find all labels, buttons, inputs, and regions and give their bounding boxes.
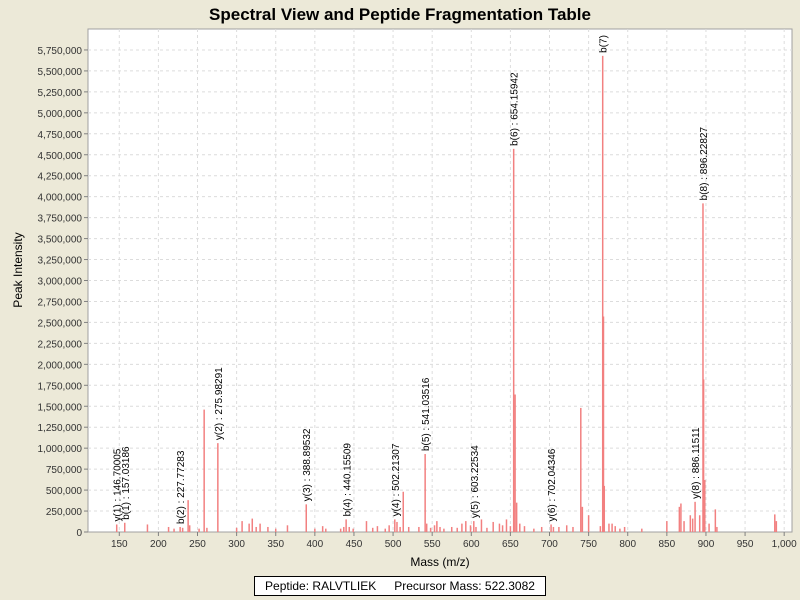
y-tick-label: 4,250,000 <box>38 172 83 183</box>
peaks-layer <box>115 55 778 532</box>
x-tick-label: 1,000 <box>772 539 797 550</box>
peak-annotation: b(8) : 896.22827 <box>699 127 710 201</box>
y-tick-label: 2,250,000 <box>38 339 83 350</box>
peak-annotation: y(2) : 275.98291 <box>214 367 225 440</box>
peak-annotation: y(8) : 886.11511 <box>691 427 702 499</box>
y-tick-label: 1,000,000 <box>38 444 83 455</box>
x-tick-label: 950 <box>737 539 754 550</box>
y-tick-label: 2,000,000 <box>38 360 83 371</box>
y-tick-label: 4,500,000 <box>38 151 83 162</box>
y-tick-label: 3,250,000 <box>38 256 83 267</box>
y-tick-label: 750,000 <box>46 465 83 476</box>
peak-annotation: y(3) : 388.89532 <box>302 428 313 501</box>
x-tick-label: 800 <box>619 539 636 550</box>
y-tick-label: 3,750,000 <box>38 214 83 225</box>
x-tick-label: 550 <box>424 539 441 550</box>
x-tick-label: 200 <box>150 539 167 550</box>
x-axis-label: Mass (m/z) <box>410 555 469 569</box>
x-tick-label: 750 <box>580 539 597 550</box>
x-tick-label: 400 <box>307 539 324 550</box>
y-tick-label: 5,750,000 <box>38 46 83 57</box>
y-tick-label: 500,000 <box>46 486 83 497</box>
plot-area <box>87 28 793 533</box>
y-tick-label: 4,750,000 <box>38 130 83 141</box>
peptide-label: Peptide: RALVTLIEK <box>265 579 377 593</box>
x-tick-label: 350 <box>267 539 284 550</box>
peak-annotation: b(4) : 440.15509 <box>342 443 353 517</box>
y-tick-label: 2,750,000 <box>38 297 83 308</box>
x-tick-label: 450 <box>346 539 363 550</box>
y-tick-label: 5,500,000 <box>38 67 83 78</box>
x-tick-label: 150 <box>111 539 128 550</box>
peak-annotation: b(6) : 654.15942 <box>510 72 521 146</box>
y-tick-label: 250,000 <box>46 507 83 518</box>
chart-title: Spectral View and Peptide Fragmentation … <box>209 5 591 24</box>
y-tick-label: 3,000,000 <box>38 277 83 288</box>
peak-annotation: b(1) : 157.03186 <box>121 446 132 520</box>
y-axis-label: Peak Intensity <box>11 232 25 307</box>
y-tick-label: 4,000,000 <box>38 193 83 204</box>
peak-annotation: b(2) : 227.77283 <box>176 450 187 524</box>
x-tick-label: 700 <box>541 539 558 550</box>
y-tick-label: 1,500,000 <box>38 402 83 413</box>
y-tick-label: 0 <box>76 528 82 539</box>
y-tick-label: 3,500,000 <box>38 235 83 246</box>
x-axis: 150 200 250 300 350 400 450 500 550 600 650 700 750 8… <box>111 532 797 550</box>
y-tick-label: 1,250,000 <box>38 423 83 434</box>
peak-annotation: y(5) : 603.22534 <box>470 445 481 518</box>
y-tick-label: 5,000,000 <box>38 109 83 120</box>
x-tick-label: 250 <box>189 539 206 550</box>
x-tick-label: 300 <box>228 539 245 550</box>
chart-legend: Peptide: RALVTLIEK Precursor Mass: 522.3… <box>254 576 546 596</box>
peak-annotation: b(7) <box>599 35 610 53</box>
y-tick-label: 2,500,000 <box>38 318 83 329</box>
y-tick-label: 5,250,000 <box>38 88 83 99</box>
peak-annotation: y(1) : 146.70005 <box>113 448 124 521</box>
peak-annotation: y(6) : 702.04346 <box>547 448 558 521</box>
x-tick-label: 600 <box>463 539 480 550</box>
x-tick-label: 650 <box>502 539 519 550</box>
peak-annotation: y(4) : 502.21307 <box>391 443 402 516</box>
y-tick-label: 1,750,000 <box>38 381 83 392</box>
x-tick-label: 500 <box>385 539 402 550</box>
y-axis: 0 250,000 500,000 750,000 1,000,000 1,250,000… <box>38 46 88 539</box>
precursor-mass-label: Precursor Mass: 522.3082 <box>394 579 535 593</box>
x-tick-label: 850 <box>659 539 676 550</box>
peak-annotation: b(5) : 541.03516 <box>421 377 432 451</box>
x-tick-label: 900 <box>698 539 715 550</box>
